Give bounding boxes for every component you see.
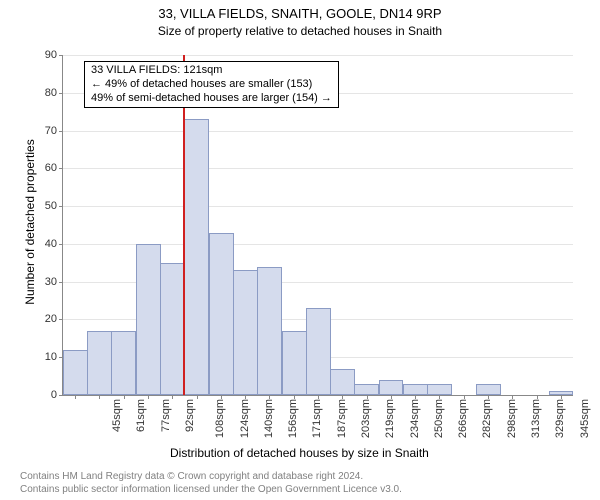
yaxis-label: Number of detached properties	[23, 122, 37, 322]
histogram-bar	[184, 119, 209, 395]
xaxis-tick-label: 77sqm	[160, 399, 172, 432]
xaxis-tick-mark	[148, 395, 149, 399]
xaxis-tick-label: 313sqm	[530, 399, 542, 438]
yaxis-tick-label: 50	[45, 200, 57, 212]
footer-line: Contains public sector information licen…	[20, 484, 402, 497]
xaxis-tick-label: 282sqm	[482, 399, 494, 438]
xaxis-tick-label: 187sqm	[336, 399, 348, 438]
yaxis-tick-label: 20	[45, 313, 57, 325]
yaxis-tick-mark	[59, 206, 63, 207]
xaxis-tick-label: 298sqm	[506, 399, 518, 438]
histogram-bar	[403, 384, 428, 395]
yaxis-tick-label: 80	[45, 87, 57, 99]
xaxis-tick-label: 234sqm	[409, 399, 421, 438]
histogram-bar	[160, 263, 185, 395]
xaxis-tick-label: 203sqm	[360, 399, 372, 438]
annotation-line: ← 49% of detached houses are smaller (15…	[91, 78, 332, 92]
histogram-bar	[111, 331, 136, 395]
histogram-bar	[87, 331, 112, 395]
xaxis-tick-label: 250sqm	[433, 399, 445, 438]
yaxis-tick-label: 60	[45, 162, 57, 174]
yaxis-tick-label: 30	[45, 276, 57, 288]
xaxis-tick-label: 266sqm	[457, 399, 469, 438]
histogram-bar	[63, 350, 88, 395]
histogram-bar	[233, 270, 258, 395]
yaxis-tick-label: 40	[45, 238, 57, 250]
gridline	[63, 168, 573, 169]
yaxis-tick-label: 90	[45, 49, 57, 61]
gridline	[63, 55, 573, 56]
xaxis-tick-label: 124sqm	[239, 399, 251, 438]
histogram-bar	[282, 331, 307, 395]
histogram-bar	[209, 233, 234, 395]
yaxis-tick-label: 0	[51, 389, 57, 401]
annotation-line: 33 VILLA FIELDS: 121sqm	[91, 64, 332, 78]
chart-area: 0102030405060708090 45sqm61sqm77sqm92sqm…	[62, 55, 572, 395]
gridline	[63, 206, 573, 207]
xaxis-tick-mark	[197, 395, 198, 399]
yaxis-tick-mark	[59, 93, 63, 94]
yaxis-tick-mark	[59, 319, 63, 320]
xaxis-tick-label: 171sqm	[312, 399, 324, 438]
xaxis-tick-label: 45sqm	[111, 399, 123, 432]
histogram-bar	[427, 384, 452, 395]
histogram-bar	[306, 308, 331, 395]
xaxis-tick-label: 108sqm	[214, 399, 226, 438]
xaxis-tick-label: 92sqm	[184, 399, 196, 432]
yaxis-tick-mark	[59, 131, 63, 132]
xaxis-tick-label: 219sqm	[384, 399, 396, 438]
xaxis-tick-mark	[172, 395, 173, 399]
xaxis-tick-mark	[99, 395, 100, 399]
xaxis-label: Distribution of detached houses by size …	[170, 446, 429, 460]
histogram-bar	[476, 384, 501, 395]
xaxis-tick-label: 345sqm	[579, 399, 591, 438]
histogram-bar	[354, 384, 379, 395]
yaxis-tick-mark	[59, 395, 63, 396]
annotation-box: 33 VILLA FIELDS: 121sqm ← 49% of detache…	[84, 61, 339, 108]
histogram-bar	[136, 244, 161, 395]
yaxis-tick-mark	[59, 282, 63, 283]
histogram-bar	[379, 380, 404, 395]
xaxis-tick-label: 156sqm	[287, 399, 299, 438]
xaxis-tick-label: 140sqm	[263, 399, 275, 438]
chart-title: 33, VILLA FIELDS, SNAITH, GOOLE, DN14 9R…	[0, 6, 600, 21]
gridline	[63, 131, 573, 132]
yaxis-tick-label: 70	[45, 125, 57, 137]
histogram-bar	[257, 267, 282, 395]
chart-container: { "title": "33, VILLA FIELDS, SNAITH, GO…	[0, 0, 600, 500]
yaxis-tick-label: 10	[45, 351, 57, 363]
xaxis-tick-mark	[124, 395, 125, 399]
histogram-bar	[330, 369, 355, 395]
footer: Contains HM Land Registry data © Crown c…	[20, 471, 402, 496]
annotation-line: 49% of semi-detached houses are larger (…	[91, 92, 332, 106]
yaxis-tick-mark	[59, 55, 63, 56]
xaxis-tick-mark	[75, 395, 76, 399]
xaxis-tick-label: 61sqm	[135, 399, 147, 432]
chart-subtitle: Size of property relative to detached ho…	[0, 24, 600, 38]
footer-line: Contains HM Land Registry data © Crown c…	[20, 471, 402, 484]
yaxis-tick-mark	[59, 244, 63, 245]
yaxis-tick-mark	[59, 168, 63, 169]
xaxis-tick-label: 329sqm	[554, 399, 566, 438]
